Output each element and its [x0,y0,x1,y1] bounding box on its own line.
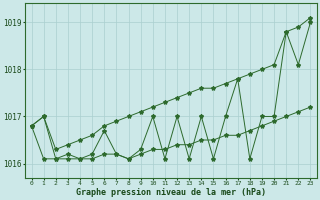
X-axis label: Graphe pression niveau de la mer (hPa): Graphe pression niveau de la mer (hPa) [76,188,266,197]
